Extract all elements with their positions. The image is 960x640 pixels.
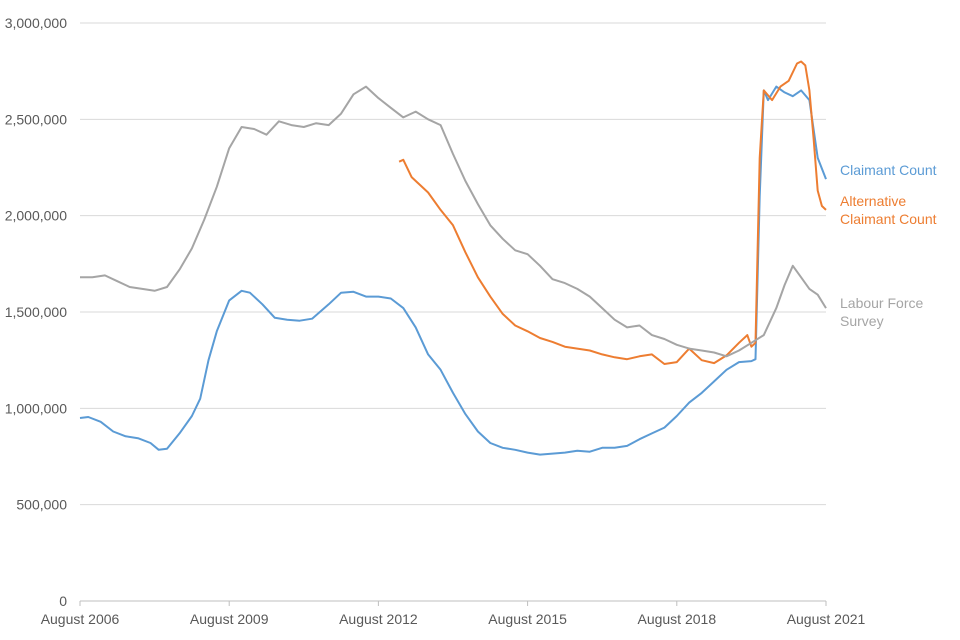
x-tick-label: August 2018 bbox=[637, 611, 716, 627]
y-tick-label: 1,500,000 bbox=[5, 304, 67, 320]
x-tick-label: August 2021 bbox=[787, 611, 866, 627]
series-label: Claimant Count bbox=[840, 162, 937, 178]
y-tick-label: 1,000,000 bbox=[5, 400, 67, 416]
x-tick-label: August 2009 bbox=[190, 611, 269, 627]
series-line-alternative-claimant-count bbox=[398, 60, 827, 365]
y-tick-label: 2,500,000 bbox=[5, 111, 67, 127]
series-line-labour-force-survey bbox=[80, 85, 827, 358]
series-line-claimant-count bbox=[79, 85, 827, 456]
series-label: Labour Force bbox=[840, 295, 923, 311]
series-label: Survey bbox=[840, 313, 884, 329]
series-lines bbox=[79, 60, 827, 456]
y-tick-label: 0 bbox=[59, 593, 67, 609]
gridlines bbox=[80, 22, 826, 602]
y-tick-label: 3,000,000 bbox=[5, 15, 67, 31]
y-axis: 0 500,000 1,000,000 1,500,000 2,000,000 2,500… bbox=[5, 15, 68, 609]
y-tick-label: 2,000,000 bbox=[5, 208, 67, 224]
y-tick-label: 500,000 bbox=[16, 497, 67, 513]
x-tick-label: August 2015 bbox=[488, 611, 567, 627]
series-labels: Claimant Count Alternative Claimant Count L… bbox=[840, 162, 937, 329]
x-axis: August 2006 August 2009 August 2012 August … bbox=[41, 600, 866, 627]
x-tick-label: August 2006 bbox=[41, 611, 120, 627]
series-label: Alternative bbox=[840, 193, 906, 209]
series-label: Claimant Count bbox=[840, 211, 937, 227]
x-tick-label: August 2012 bbox=[339, 611, 418, 627]
